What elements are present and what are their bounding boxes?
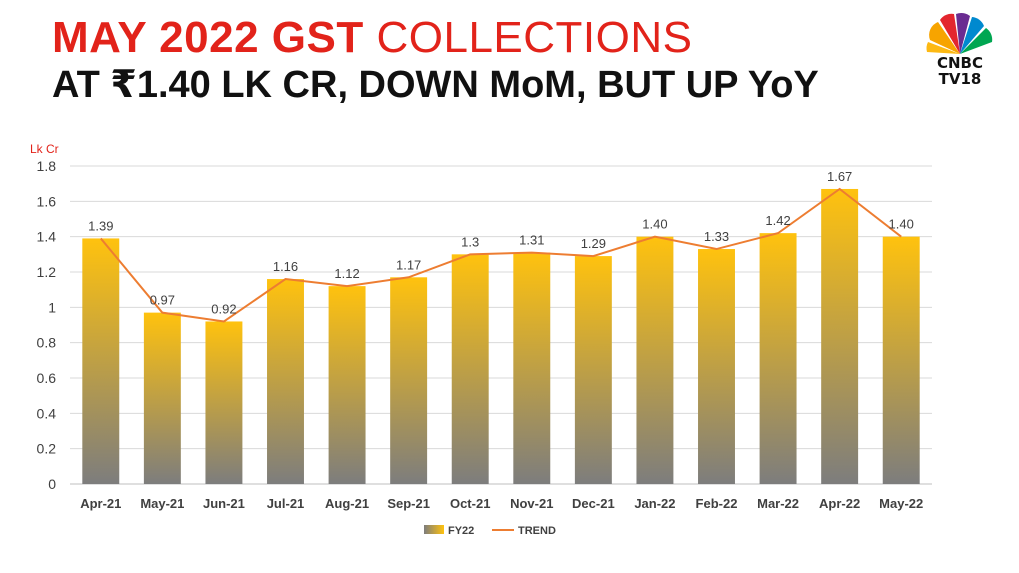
x-tick-label: May-22 — [879, 496, 923, 511]
bar — [574, 256, 612, 484]
logo-line1: CNBC — [936, 54, 983, 72]
x-tick-label: Dec-21 — [572, 496, 615, 511]
page-subtitle: AT ₹1.40 LK CR, DOWN MoM, BUT UP YoY — [52, 64, 819, 106]
y-tick-label: 0.4 — [37, 405, 57, 421]
bar-value-label: 1.31 — [519, 233, 544, 248]
cnbc-tv18-logo: CNBC TV18 — [918, 8, 1002, 90]
bar-value-label: 1.17 — [396, 257, 421, 272]
bar — [82, 238, 120, 484]
x-tick-label: Aug-21 — [325, 496, 369, 511]
bar-value-label: 1.67 — [827, 169, 852, 184]
x-tick-label: Apr-22 — [819, 496, 860, 511]
x-tick-label: Apr-21 — [80, 496, 121, 511]
x-tick-labels: Apr-21 May-21 Jun-21 Jul-21 Aug-21 Sep-21 Oct-… — [80, 496, 923, 511]
y-tick-label: 0 — [48, 476, 56, 492]
x-tick-label: Sep-21 — [387, 496, 430, 511]
bar-value-label: 0.97 — [150, 293, 175, 308]
y-tick-label: 1.8 — [37, 158, 57, 174]
bar — [821, 188, 859, 484]
x-tick-label: May-21 — [140, 496, 184, 511]
bar-value-labels: 1.39 0.97 0.92 1.16 1.12 1.17 1.3 1.31 1.29 1.40 1… — [88, 169, 914, 317]
bar — [759, 233, 797, 484]
x-tick-label: Nov-21 — [510, 496, 553, 511]
bar-value-label: 1.12 — [334, 266, 359, 281]
title-bold: MAY 2022 GST — [52, 13, 364, 62]
legend: FY22 TREND — [424, 525, 556, 537]
bar — [143, 312, 181, 484]
logo-line2: TV18 — [938, 70, 982, 88]
bar-value-label: 1.40 — [642, 217, 667, 232]
bar — [451, 254, 489, 484]
trend-line — [100, 187, 902, 323]
grid-lines — [70, 165, 932, 485]
trend-series-line — [100, 187, 902, 323]
y-tick-label: 1.6 — [37, 193, 57, 209]
y-tick-label: 0.2 — [37, 441, 57, 457]
x-tick-label: Jan-22 — [634, 496, 675, 511]
title-light: COLLECTIONS — [376, 13, 693, 62]
bar-value-label: 0.92 — [211, 301, 236, 316]
headline: MAY 2022 GST COLLECTIONS AT ₹1.40 LK CR,… — [52, 16, 819, 106]
y-tick-label: 0.8 — [37, 335, 57, 351]
legend-fy22-swatch — [424, 525, 444, 534]
bar — [882, 236, 920, 484]
x-tick-label: Jun-21 — [203, 496, 245, 511]
bar-value-label: 1.16 — [273, 259, 298, 274]
y-tick-labels: 0 0.2 0.4 0.6 0.8 1 1.2 1.4 1.6 1.8 — [37, 158, 57, 492]
x-tick-label: Jul-21 — [267, 496, 305, 511]
y-tick-label: 1.4 — [37, 229, 57, 245]
legend-fy22-label: FY22 — [448, 525, 474, 537]
bar-value-label: 1.33 — [704, 229, 729, 244]
peacock-icon — [926, 12, 993, 54]
y-tick-label: 1 — [48, 299, 56, 315]
y-tick-label: 1.2 — [37, 264, 57, 280]
bar — [390, 277, 428, 484]
x-tick-label: Feb-22 — [696, 496, 738, 511]
page-title: MAY 2022 GST COLLECTIONS — [52, 16, 819, 60]
bar — [698, 249, 735, 484]
x-tick-label: Oct-21 — [450, 496, 490, 511]
bar — [636, 236, 674, 484]
bar-value-label: 1.39 — [88, 218, 113, 233]
y-axis-label: Lk Cr — [30, 142, 59, 156]
y-tick-label: 0.6 — [37, 370, 57, 386]
bars — [82, 188, 920, 484]
bar-value-label: 1.3 — [461, 234, 479, 249]
bar — [205, 321, 243, 484]
bar — [328, 286, 366, 484]
bar — [513, 252, 551, 484]
bar-value-label: 1.29 — [581, 236, 606, 251]
bar — [267, 279, 304, 484]
bar-value-label: 1.42 — [765, 213, 790, 228]
x-tick-label: Mar-22 — [757, 496, 799, 511]
bar-value-label: 1.40 — [889, 217, 914, 232]
legend-trend-label: TREND — [518, 525, 556, 537]
